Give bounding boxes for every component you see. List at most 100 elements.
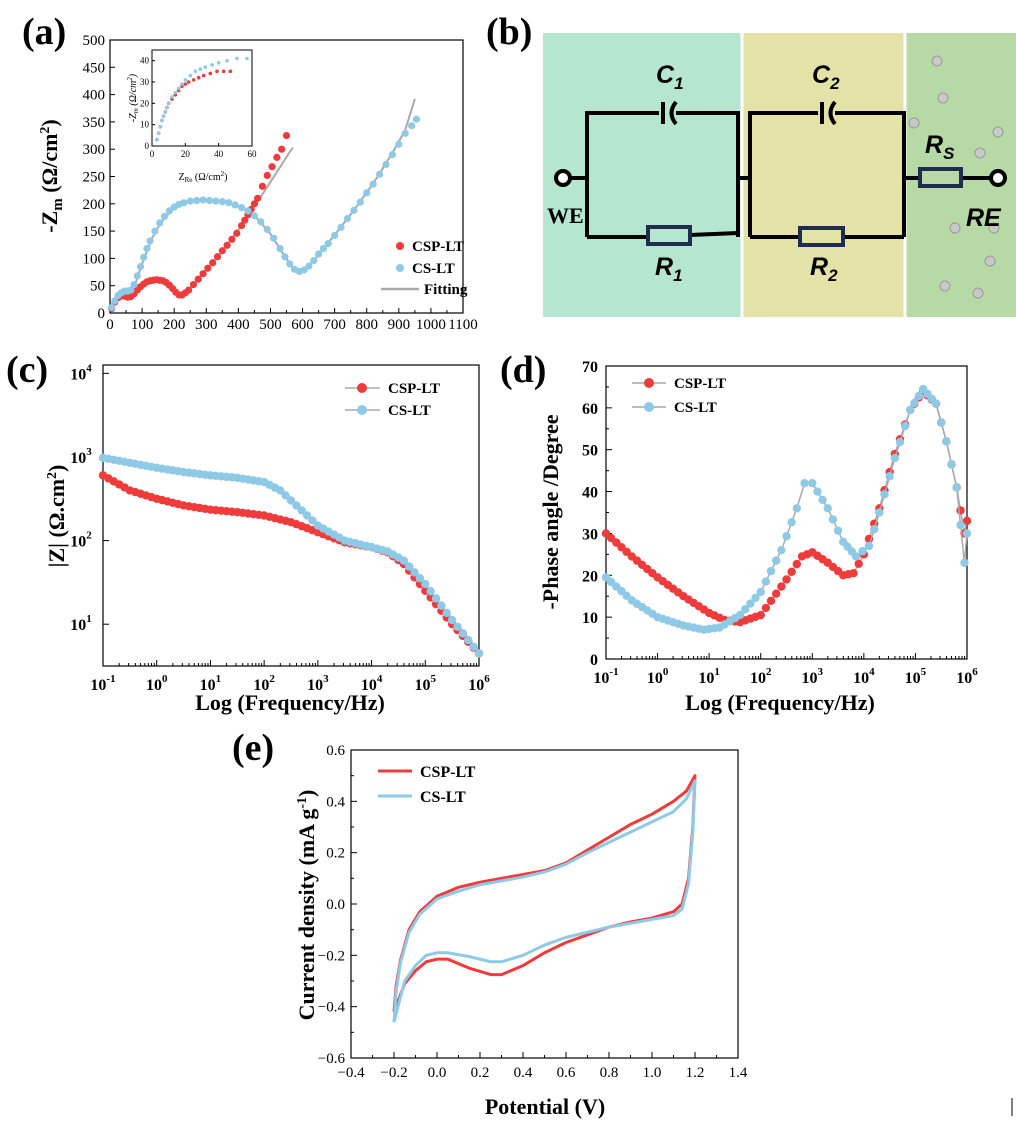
x-axis-label: Log (Frequency/Hz) — [195, 690, 385, 715]
y-tick-label: −0.2 — [318, 948, 345, 964]
cs-point — [375, 170, 384, 178]
cs-point — [833, 526, 843, 535]
y-tick-label: 300 — [83, 142, 106, 158]
particle — [937, 92, 949, 104]
cs-point — [225, 199, 233, 207]
x-tick-label: 0.8 — [600, 1065, 619, 1081]
csp-point — [854, 559, 863, 568]
y-tick-label: 150 — [83, 224, 106, 240]
csp-point — [782, 575, 791, 584]
legend-marker-cs — [644, 402, 654, 412]
y-tick-label: 30 — [582, 526, 598, 543]
cs-point — [895, 437, 905, 447]
cs-cv-curve — [392, 779, 697, 1023]
legend-label-csp: CSP-LT — [674, 376, 726, 392]
cs-point — [286, 496, 296, 505]
x-tick-label: 800 — [355, 317, 378, 333]
legend-label-csp: CSP-LT — [420, 764, 476, 781]
cs-point — [818, 495, 827, 505]
particle — [908, 117, 920, 129]
label-r1: R1 — [655, 253, 683, 285]
terminal-re — [989, 169, 1007, 187]
x-tick-label: 1000 — [416, 317, 446, 333]
label-we: WE — [547, 203, 584, 228]
label-c2: C2 — [812, 61, 840, 93]
legend-marker-csp — [357, 383, 367, 393]
csp-point — [787, 567, 796, 576]
cs-point — [257, 218, 265, 226]
cs-point — [337, 223, 345, 231]
x-tick-label: 101 — [200, 673, 222, 694]
cs-point — [469, 642, 478, 651]
x-tick-label: 1.0 — [643, 1065, 662, 1081]
cs-point — [756, 587, 765, 597]
cs-point — [746, 599, 755, 608]
csp-point — [241, 216, 249, 224]
y-tick-label: 200 — [83, 197, 106, 213]
inset-cs-point — [188, 73, 193, 78]
cs-point — [885, 472, 894, 481]
cs-point — [890, 453, 899, 463]
inset-cs-point — [225, 58, 229, 63]
cs-point — [415, 574, 425, 583]
panel-label-d: (d) — [500, 349, 546, 391]
x-tick-label: 1100 — [448, 317, 477, 333]
x-tick-label: 102 — [750, 666, 772, 687]
particle — [972, 287, 984, 299]
inset-frame — [151, 49, 253, 147]
cs-point — [363, 189, 371, 197]
csp-point — [233, 229, 241, 237]
cs-point — [244, 207, 252, 215]
csp-point — [199, 270, 207, 278]
csp-point — [278, 145, 286, 153]
cs-point — [199, 196, 207, 204]
inset-cs-point — [193, 69, 198, 74]
cs-point — [151, 227, 159, 235]
bode-impedance-chart: 10-1 100 101 102 103 104 105 106 101 102 103 104 Lo… — [44, 362, 490, 715]
y-tick-label: 0.6 — [326, 743, 345, 759]
y-tick-label: 400 — [83, 88, 106, 104]
x-tick-label: 500 — [259, 317, 282, 333]
cs-point — [193, 196, 201, 205]
cs-point — [761, 577, 771, 586]
csp-point — [204, 264, 212, 272]
y-tick-label: −0.4 — [318, 1000, 346, 1016]
x-tick-label: 0.0 — [428, 1065, 447, 1081]
cs-point — [880, 490, 889, 499]
inset-y-tick-label: 40 — [140, 56, 150, 66]
x-tick-label: 106 — [468, 673, 490, 694]
x-tick-label: 104 — [853, 666, 875, 687]
inset-y-tick-label: 30 — [140, 77, 150, 87]
x-tick-label: 0.4 — [514, 1065, 533, 1081]
cs-point — [947, 460, 956, 469]
cs-point — [388, 151, 396, 159]
cs-point — [165, 207, 173, 215]
cs-point — [937, 418, 946, 427]
cs-point — [952, 483, 961, 492]
cs-point — [931, 399, 941, 408]
cs-point — [160, 212, 169, 220]
csp-point — [250, 200, 259, 208]
csp-point — [237, 222, 246, 230]
nyquist-chart: 0 100 200 300 400 500 600 700 800 900 1000 11000501… — [37, 33, 478, 333]
csp-point — [258, 182, 267, 190]
csp-point — [223, 241, 231, 249]
y-tick-label: 0.0 — [326, 897, 345, 913]
inset-y-axis-label: -Zm (Ω/cm2) — [126, 73, 140, 122]
x-tick-label: 105 — [905, 666, 927, 687]
cs-point — [766, 566, 776, 576]
cs-point — [910, 398, 919, 408]
y-tick-label: 100 — [83, 251, 106, 267]
capacitor-c2 — [820, 100, 837, 126]
legend: CSP-LT CS-LT — [378, 764, 476, 806]
csp-point — [771, 589, 781, 598]
legend-label-cs: CS-LT — [420, 789, 466, 806]
x-tick-label: 100 — [647, 666, 669, 687]
csp-point — [956, 506, 965, 515]
legend-label-cs: CS-LT — [388, 403, 431, 419]
inset-y-tick-label: 20 — [140, 98, 150, 108]
cs-point — [464, 635, 473, 645]
cs-point — [156, 219, 164, 227]
x-tick-label: 100 — [146, 673, 168, 694]
